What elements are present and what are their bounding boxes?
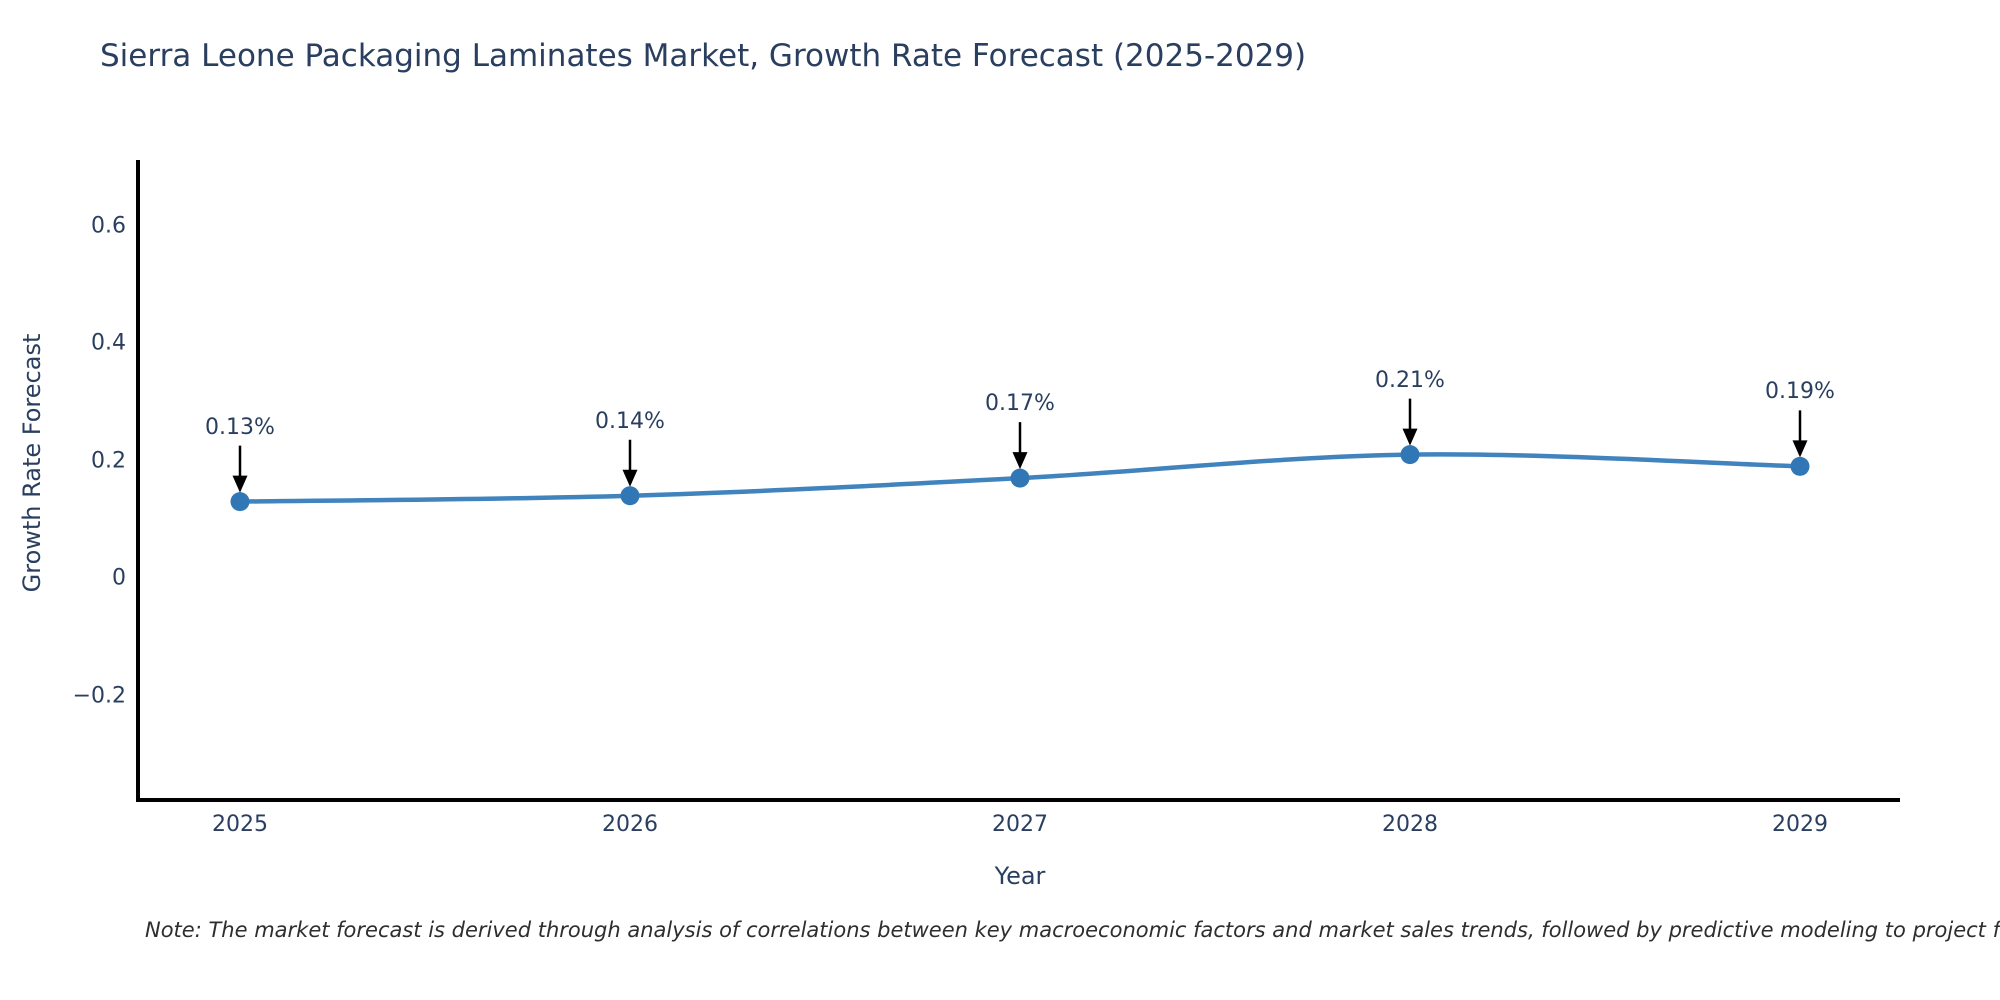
annotation-arrow-head xyxy=(1012,452,1028,470)
y-tick-label: 0.4 xyxy=(91,330,126,356)
y-tick-label: 0.2 xyxy=(91,448,126,473)
y-tick-label: −0.2 xyxy=(72,683,126,708)
chart-title: Sierra Leone Packaging Laminates Market,… xyxy=(100,38,1307,74)
x-tick-label: 2025 xyxy=(212,812,268,837)
data-point-marker xyxy=(1400,445,1420,465)
x-tick-label: 2026 xyxy=(602,812,658,837)
x-tick-label: 2027 xyxy=(992,812,1048,837)
y-tick-label: 0.6 xyxy=(91,213,126,238)
data-point-marker xyxy=(620,486,640,506)
point-annotation: 0.14% xyxy=(595,408,665,434)
point-annotation: 0.13% xyxy=(205,414,275,440)
x-axis-title: Year xyxy=(994,862,1046,890)
y-tick-label: 0 xyxy=(112,565,126,591)
data-point-marker xyxy=(1010,468,1030,488)
data-point-marker xyxy=(230,492,250,512)
annotation-arrow-head xyxy=(622,469,638,487)
annotation-arrow-head xyxy=(232,475,248,493)
annotation-arrow-head xyxy=(1402,428,1418,446)
data-point-marker xyxy=(1790,456,1810,476)
point-annotation: 0.19% xyxy=(1765,379,1835,405)
footnote: Note: The market forecast is derived thr… xyxy=(145,918,2000,942)
x-tick-label: 2028 xyxy=(1382,812,1438,837)
point-annotation: 0.21% xyxy=(1375,367,1445,393)
point-annotation: 0.17% xyxy=(985,391,1055,417)
x-tick-label: 2029 xyxy=(1772,812,1828,837)
annotation-arrow-head xyxy=(1792,440,1808,458)
